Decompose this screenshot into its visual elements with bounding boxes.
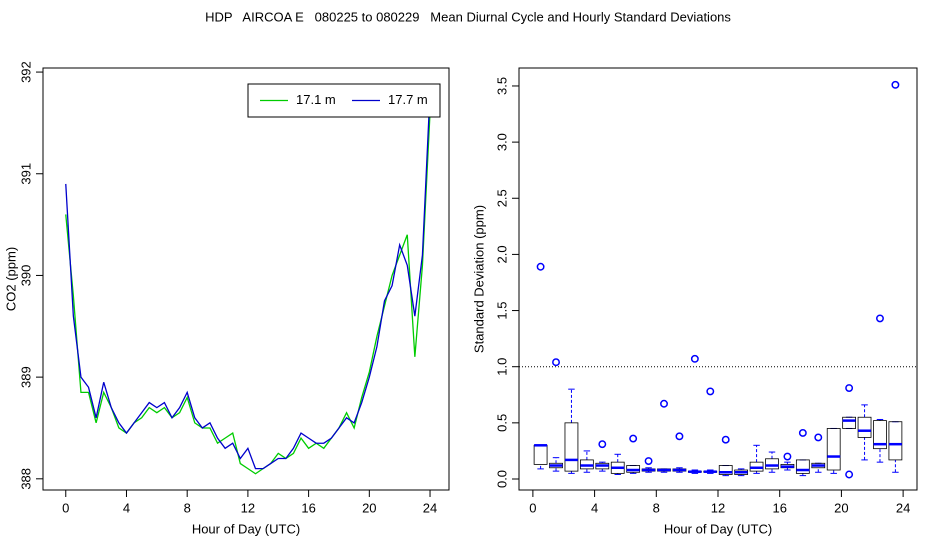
y-tick-label: 389 (18, 366, 33, 388)
box (564, 422, 579, 472)
x-tick-label: 16 (301, 500, 315, 515)
x-tick-label: 0 (529, 500, 536, 515)
outlier (814, 433, 823, 442)
outlier (876, 314, 884, 323)
y-tick-label: 1.5 (494, 302, 509, 320)
x-tick-label: 24 (423, 500, 437, 515)
outlier (798, 429, 807, 437)
outlier (783, 452, 792, 461)
y-tick-label: 3.5 (494, 77, 509, 95)
outlier (598, 440, 607, 449)
plot-frame (518, 67, 918, 491)
box (857, 416, 872, 438)
outlier (644, 457, 653, 465)
box (842, 416, 857, 429)
figure-title: HDP AIRCOA E 080225 to 080229 Mean Diurn… (205, 9, 731, 24)
x-tick-label: 4 (591, 500, 598, 515)
box (873, 420, 887, 450)
x-tick-label: 8 (653, 500, 660, 515)
legend-label: 17.1 m (296, 92, 336, 107)
y-tick-label: 388 (18, 468, 33, 490)
y-tick-label: 391 (18, 163, 33, 185)
outlier (552, 358, 560, 367)
y-tick-label: 390 (18, 265, 33, 287)
x-axis-label: Hour of Day (UTC) (192, 521, 300, 536)
outlier (629, 434, 638, 443)
outlier (706, 387, 715, 396)
box (826, 428, 841, 471)
y-axis-label: Standard Deviation (ppm) (471, 205, 486, 353)
line-series (65, 92, 431, 470)
legend-label: 17.7 m (388, 92, 428, 107)
y-axis-label: CO2 (ppm) (3, 247, 18, 311)
x-tick-label: 4 (123, 500, 130, 515)
x-tick-label: 12 (241, 500, 255, 515)
box (765, 458, 779, 470)
x-tick-label: 20 (834, 500, 848, 515)
box (795, 459, 810, 474)
x-tick-label: 24 (896, 500, 910, 515)
box (718, 465, 733, 475)
x-tick-label: 20 (362, 500, 376, 515)
x-tick-label: 0 (62, 500, 69, 515)
outlier (660, 399, 668, 408)
outlier (675, 432, 684, 441)
outlier (845, 384, 854, 392)
plot-frame (42, 67, 450, 491)
outlier (845, 470, 854, 479)
box (533, 444, 548, 465)
x-tick-label: 12 (711, 500, 725, 515)
y-tick-label: 0.0 (494, 470, 509, 488)
box (888, 421, 903, 461)
outlier (721, 435, 730, 444)
x-axis-label: Hour of Day (UTC) (664, 521, 772, 536)
y-tick-label: 1.0 (494, 358, 509, 376)
line-series (65, 112, 431, 475)
outlier (690, 354, 699, 363)
outlier (536, 262, 545, 271)
x-tick-label: 16 (772, 500, 786, 515)
y-tick-label: 2.5 (494, 189, 509, 207)
y-tick-label: 2.0 (494, 245, 509, 263)
outlier (891, 80, 900, 89)
x-tick-label: 8 (184, 500, 191, 515)
y-tick-label: 0.5 (494, 414, 509, 432)
y-tick-label: 392 (18, 61, 33, 83)
y-tick-label: 3.0 (494, 133, 509, 151)
